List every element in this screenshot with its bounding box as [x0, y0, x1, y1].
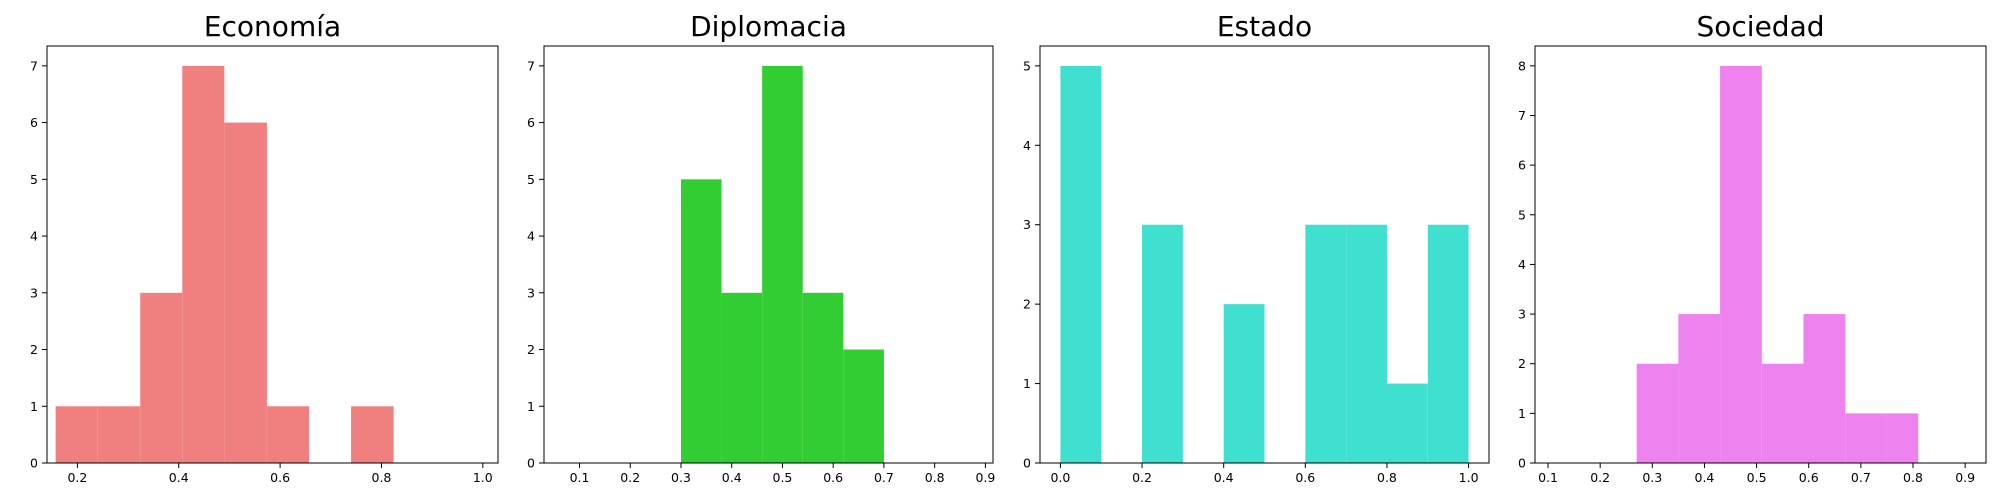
histogram-bar	[1346, 224, 1387, 463]
x-tick-label: 0.6	[1799, 470, 1819, 485]
x-tick-label: 0.6	[1295, 470, 1315, 485]
x-tick-label: 0.8	[925, 470, 945, 485]
histogram-bar	[1886, 413, 1919, 463]
x-tick-label: 0.8	[372, 470, 392, 485]
chart-title: Diplomacia	[690, 10, 847, 43]
histogram-panel-4: Sociedad 0.1 0.2 0.3 0.4 0.5 0.6 0.7 0.8 0.9 0 1 2 3 4…	[1518, 10, 1987, 485]
histogram-bar	[140, 292, 183, 463]
y-tick-label: 7	[30, 58, 38, 73]
x-tick-label: 1.0	[1459, 470, 1479, 485]
y-tick-label: 4	[1023, 138, 1031, 153]
x-tick-label: 0.0	[1050, 470, 1070, 485]
y-tick-label: 7	[527, 58, 535, 73]
y-tick-label: 0	[1023, 456, 1031, 471]
y-tick-label: 5	[1023, 58, 1031, 73]
histogram-bar	[762, 65, 803, 463]
y-tick-label: 1	[1023, 376, 1031, 391]
y-tick-label: 3	[1518, 307, 1526, 322]
y-tick-label: 6	[527, 115, 535, 130]
chart-title: Estado	[1217, 10, 1312, 43]
y-tick-label: 0	[527, 456, 535, 471]
histogram-bar	[55, 406, 98, 463]
x-tick-label: 0.3	[1642, 470, 1662, 485]
histogram-bar	[802, 292, 844, 463]
plot-frame	[1534, 45, 1987, 464]
plot-frame	[46, 45, 499, 464]
x-tick-label: 0.4	[722, 470, 742, 485]
y-tick-label: 5	[527, 172, 535, 187]
y-tick-label: 2	[1518, 356, 1526, 371]
y-tick-label: 3	[1023, 217, 1031, 232]
histogram-bar	[266, 406, 309, 463]
y-tick-label: 4	[30, 229, 38, 244]
histogram-bar	[97, 406, 141, 463]
y-tick-label: 6	[30, 115, 38, 130]
x-tick-label: 0.2	[1590, 470, 1610, 485]
x-tick-label: 0.2	[620, 470, 640, 485]
y-tick-label: 2	[30, 342, 38, 357]
y-tick-label: 1	[527, 399, 535, 414]
x-tick-label: 0.9	[975, 470, 995, 485]
histogram-bar	[1223, 304, 1265, 463]
y-tick-label: 3	[527, 285, 535, 300]
histogram-bar	[843, 349, 884, 463]
histogram-panel-2: Diplomacia 0.1 0.2 0.3 0.4 0.5 0.6 0.7 0.8 0.9 0 1 2…	[527, 10, 995, 485]
y-tick-label: 5	[1518, 207, 1526, 222]
y-tick-label: 4	[1518, 257, 1526, 272]
y-tick-label: 4	[527, 229, 535, 244]
y-tick-label: 5	[30, 172, 38, 187]
histogram-bar	[1761, 363, 1804, 463]
x-tick-label: 0.2	[67, 470, 87, 485]
y-tick-label: 1	[1518, 406, 1526, 421]
histogram-bar	[224, 122, 267, 464]
x-tick-label: 0.4	[1695, 470, 1715, 485]
x-tick-label: 0.8	[1903, 470, 1923, 485]
x-tick-label: 0.1	[1538, 470, 1558, 485]
x-tick-label: 0.4	[169, 470, 189, 485]
x-tick-label: 1.0	[473, 470, 493, 485]
histogram-panel-1: Economía 0.2 0.4 0.6 0.8 1.0 0 1 2 3 4 5 6 7	[30, 10, 499, 485]
x-tick-label: 0.7	[1851, 470, 1871, 485]
histogram-bar	[1386, 383, 1428, 463]
x-tick-label: 0.5	[1747, 470, 1767, 485]
histogram-bar	[721, 292, 763, 463]
histogram-bar	[1060, 65, 1102, 463]
histogram-bar	[1720, 65, 1762, 463]
histogram-bar	[1427, 224, 1469, 463]
histogram-bar	[1305, 224, 1347, 463]
x-tick-label: 0.1	[570, 470, 590, 485]
histogram-bar	[351, 406, 394, 463]
x-tick-label: 0.2	[1132, 470, 1152, 485]
y-tick-label: 0	[1518, 456, 1526, 471]
x-tick-label: 0.6	[823, 470, 843, 485]
x-tick-label: 0.8	[1377, 470, 1397, 485]
y-tick-label: 0	[30, 456, 38, 471]
y-tick-label: 3	[30, 285, 38, 300]
histogram-bar	[1142, 224, 1183, 463]
x-tick-label: 0.7	[874, 470, 894, 485]
plot-frame	[543, 45, 994, 464]
histogram-bar	[1845, 413, 1887, 463]
y-tick-label: 2	[527, 342, 535, 357]
plot-frame	[1039, 45, 1490, 464]
x-tick-label: 0.4	[1214, 470, 1234, 485]
y-tick-label: 1	[30, 399, 38, 414]
chart-title: Sociedad	[1696, 10, 1824, 43]
x-tick-label: 0.6	[270, 470, 290, 485]
histogram-panel-3: Estado 0.0 0.2 0.4 0.6 0.8 1.0 0 1 2 3 4 5	[1023, 10, 1490, 485]
y-tick-label: 8	[1518, 58, 1526, 73]
histogram-bar	[1678, 314, 1721, 463]
histogram-bar	[182, 65, 225, 463]
chart-title: Economía	[204, 10, 341, 43]
histogram-bar	[1803, 314, 1846, 463]
histogram-bar	[1636, 363, 1679, 463]
y-tick-label: 6	[1518, 158, 1526, 173]
histogram-bar	[680, 179, 722, 463]
x-tick-label: 0.9	[1955, 470, 1975, 485]
x-tick-label: 0.5	[773, 470, 793, 485]
y-tick-label: 2	[1023, 297, 1031, 312]
x-tick-label: 0.3	[671, 470, 691, 485]
y-tick-label: 7	[1518, 108, 1526, 123]
